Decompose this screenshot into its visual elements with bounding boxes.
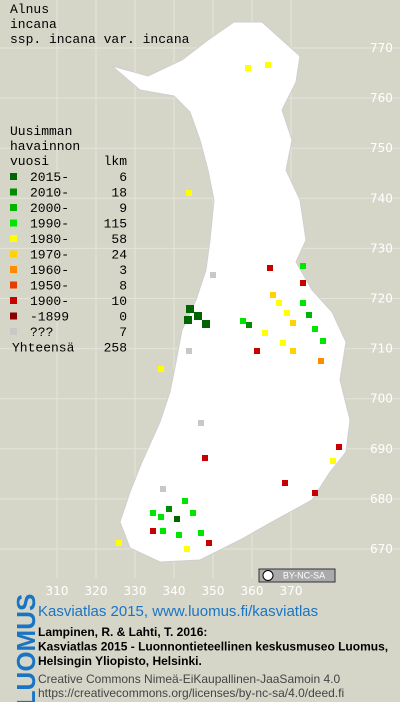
legend-label: 1990-: [30, 217, 69, 232]
y-tick-label: 770: [370, 41, 393, 55]
legend-swatch: [10, 266, 17, 273]
legend-label: 2010-: [30, 186, 69, 201]
x-tick-label: 370: [280, 584, 303, 598]
footer-text: Lampinen, R. & Lahti, T. 2016:Kasviatlas…: [38, 625, 388, 700]
x-tick-label: 320: [85, 584, 108, 598]
observation-squares: [116, 62, 342, 552]
legend-label: 2015-: [30, 170, 69, 185]
legend-count: 3: [119, 263, 127, 278]
legend-swatch: [10, 235, 17, 242]
legend-swatch: [10, 250, 17, 258]
y-tick-label: 720: [370, 292, 393, 306]
logo: LUOMUS: [11, 594, 41, 702]
legend-label: 1950-: [30, 279, 69, 294]
license-line: Creative Commons Nimeä-EiKaupallinen-Jaa…: [38, 672, 340, 686]
legend-label: 1970-: [30, 248, 69, 263]
legend-label: 1980-: [30, 232, 69, 247]
legend-col-count: lkm: [104, 154, 128, 169]
y-tick-label: 740: [370, 191, 393, 205]
legend-total-label: Yhteensä: [12, 341, 75, 356]
legend-col-year: vuosi: [10, 154, 49, 169]
y-tick-label: 750: [370, 141, 393, 155]
legend-count: 18: [111, 186, 127, 201]
y-tick-label: 700: [370, 392, 393, 406]
legend-swatch: [10, 297, 17, 304]
legend-count: 0: [119, 310, 127, 325]
y-tick-label: 690: [370, 442, 393, 456]
y-tick-label: 730: [370, 241, 393, 255]
x-tick-label: 350: [202, 584, 225, 598]
legend-count: 7: [119, 325, 127, 340]
y-tick-label: 680: [370, 492, 393, 506]
x-tick-label: 310: [46, 584, 69, 598]
x-tick-label: 340: [163, 584, 186, 598]
legend-label: -1899: [30, 310, 69, 325]
legend-count: 10: [111, 294, 127, 309]
legend-count: 115: [104, 217, 127, 232]
legend-label: 1900-: [30, 294, 69, 309]
legend-count: 58: [111, 232, 127, 247]
y-tick-label: 670: [370, 542, 393, 556]
legend-label: 2000-: [30, 201, 69, 216]
legend-swatch: [10, 328, 17, 335]
y-tick-label: 710: [370, 342, 393, 356]
legend-swatch: [10, 188, 17, 196]
citation-line: Kasviatlas 2015 - Luonnontieteellinen ke…: [38, 640, 388, 654]
legend-count: 24: [111, 248, 127, 263]
license-line: https://creativecommons.org/licenses/by-…: [38, 686, 344, 700]
y-tick-label: 760: [370, 91, 393, 105]
title-line: ssp. incana var. incana: [10, 32, 190, 47]
x-tick-label: 330: [124, 584, 147, 598]
citation-line: Helsingin Yliopisto, Helsinki.: [38, 654, 202, 668]
title-line: incana: [10, 17, 57, 32]
legend-label: ???: [30, 325, 53, 340]
legend-header: havainnon: [10, 139, 80, 154]
legend-swatch: [10, 204, 17, 211]
cc-badge: BY-NC-SA: [258, 568, 336, 583]
legend-total: 258: [104, 341, 127, 356]
legend-count: 9: [119, 201, 127, 216]
legend-swatch: [10, 219, 17, 227]
legend-count: 8: [119, 279, 127, 294]
legend-header: Uusimman: [10, 124, 72, 139]
footer-heading: Kasviatlas 2015, www.luomus.fi/kasviatla…: [38, 603, 318, 620]
citation-line: Lampinen, R. & Lahti, T. 2016:: [38, 625, 207, 639]
legend-swatch: [10, 312, 17, 320]
legend-swatch: [10, 281, 17, 289]
cc-label: BY-NC-SA: [283, 570, 325, 580]
legend-count: 6: [119, 170, 127, 185]
title-line: Alnus: [10, 2, 49, 17]
legend-swatch: [10, 173, 17, 180]
x-tick-label: 360: [241, 584, 264, 598]
legend-label: 1960-: [30, 263, 69, 278]
finland-outline: [111, 21, 351, 563]
